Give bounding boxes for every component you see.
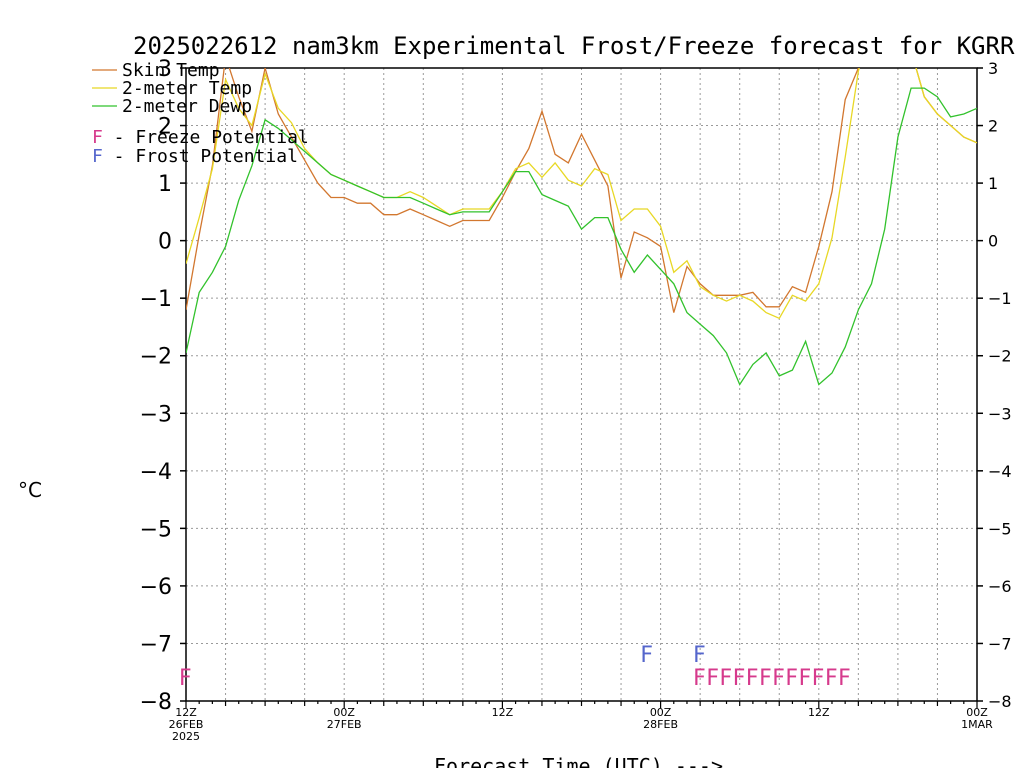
x-tick-label: 00Z	[333, 706, 355, 719]
y-tick-label-left: 2	[158, 115, 172, 140]
x-tick-label: 28FEB	[643, 718, 678, 731]
axis-layer: 3 3 2 2 1 1 0 0 −1 −1 −2 −2 −3 −3 −4 −4 −5 −5 −6 −6 −7 −7 −8 −8…	[140, 57, 1012, 743]
x-tick-label: 00Z	[650, 706, 672, 719]
y-tick-label-right: −3	[988, 404, 1012, 423]
x-tick-label: 12Z	[492, 706, 514, 719]
y-tick-label-right: 0	[988, 232, 998, 251]
flag-marker: F	[640, 643, 653, 668]
x-tick-label: 26FEB	[169, 718, 204, 731]
y-tick-label-right: 1	[988, 174, 998, 193]
grid-layer	[186, 68, 977, 701]
flag-marker: F	[720, 666, 733, 691]
y-tick-label-right: −7	[988, 634, 1012, 653]
chart-title: 2025022612 nam3km Experimental Frost/Fre…	[133, 32, 1015, 60]
legend-entry: 2-meter Temp	[122, 78, 252, 99]
x-tick-label: 12Z	[808, 706, 830, 719]
y-tick-label-left: −6	[140, 575, 172, 600]
x-tick-label: 1MAR	[961, 718, 993, 731]
flag-marker: F	[746, 666, 759, 691]
series-layer	[186, 68, 977, 386]
legend-entry: Skin Temp	[122, 60, 220, 81]
y-tick-label-left: −7	[140, 632, 172, 657]
flag-marker: F	[825, 666, 838, 691]
flag-legend-entry: F - Frost Potential	[92, 146, 298, 167]
flag-legend-entry: F - Freeze Potential	[92, 127, 309, 148]
y-tick-label-left: −3	[140, 402, 172, 427]
x-tick-label: 12Z	[175, 706, 197, 719]
y-tick-label-left: −8	[140, 690, 172, 715]
y-tick-label-right: −2	[988, 347, 1012, 366]
x-axis-label: Forecast Time (UTC) --->	[434, 754, 723, 768]
y-tick-label-right: −4	[988, 462, 1012, 481]
flag-legend-label: - Frost Potential	[103, 146, 298, 167]
y-tick-label-right: −5	[988, 519, 1012, 538]
flag-marker: F	[693, 666, 706, 691]
series-line-2-meter-dewp	[186, 87, 977, 386]
y-tick-label-right: 2	[988, 117, 998, 136]
y-tick-label-left: −1	[140, 287, 172, 312]
y-axis-label: °C	[18, 478, 42, 502]
flag-legend-letter: F	[92, 127, 103, 148]
flag-marker: F	[759, 666, 772, 691]
y-tick-label-left: −4	[140, 460, 172, 485]
flag-marker: F	[706, 666, 719, 691]
flag-legend-label: - Freeze Potential	[103, 127, 309, 148]
x-tick-label: 2025	[172, 730, 200, 743]
y-tick-label-right: 3	[988, 59, 998, 78]
flag-marker: F	[785, 666, 798, 691]
flag-marker: F	[693, 643, 706, 668]
y-tick-label-right: −8	[988, 692, 1012, 711]
y-tick-label-left: 3	[158, 57, 172, 82]
flag-marker: F	[799, 666, 812, 691]
x-tick-label: 00Z	[966, 706, 988, 719]
y-tick-label-left: 1	[158, 172, 172, 197]
flag-marker: F	[733, 666, 746, 691]
y-tick-label-left: −2	[140, 345, 172, 370]
flag-marker: F	[838, 666, 851, 691]
y-tick-label-left: −5	[140, 517, 172, 542]
flag-marker: F	[812, 666, 825, 691]
series-line-skin-temp	[186, 68, 977, 313]
flag-marker: F	[772, 666, 785, 691]
y-tick-label-left: 0	[158, 230, 172, 255]
flag-legend-letter: F	[92, 146, 103, 167]
marker-layer: FF FF F F F F F F F F F F F	[179, 643, 851, 691]
y-tick-label-right: −1	[988, 289, 1012, 308]
y-tick-label-right: −6	[988, 577, 1012, 596]
legend-entry: 2-meter Dewp	[122, 96, 252, 117]
x-tick-label: 27FEB	[327, 718, 362, 731]
flag-marker: F	[179, 666, 192, 691]
